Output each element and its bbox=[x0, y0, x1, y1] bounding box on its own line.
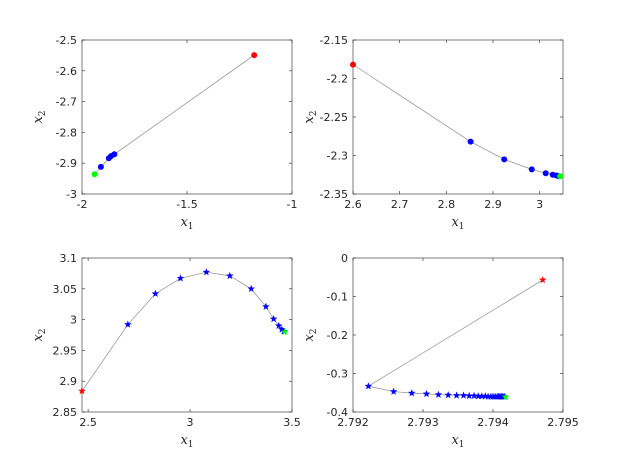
y-tick-label: -0.1 bbox=[327, 291, 348, 304]
end-point bbox=[91, 171, 98, 178]
x-tick-label: 2.793 bbox=[407, 416, 439, 429]
y-tick-label: 3 bbox=[70, 314, 77, 327]
iterate-point bbox=[364, 382, 373, 390]
y-axis-label: x2 bbox=[302, 110, 319, 123]
x-axis-label: x1 bbox=[451, 433, 464, 450]
y-tick-label: -2.9 bbox=[56, 157, 77, 170]
iterate-point bbox=[422, 389, 431, 398]
iterate-point bbox=[176, 274, 185, 282]
iterate-point bbox=[262, 302, 270, 310]
y-axis-label: x2 bbox=[302, 328, 319, 341]
iterate-point bbox=[459, 391, 468, 399]
iterate-point bbox=[105, 155, 112, 162]
end-point bbox=[281, 327, 289, 336]
y-tick-label: -0.2 bbox=[327, 329, 348, 342]
y-tick-label: 2.95 bbox=[53, 344, 78, 357]
iterate-point bbox=[225, 271, 234, 280]
y-tick-label: 2.9 bbox=[60, 375, 78, 388]
subplot-3: 2.5 3 3.5 2.85 2.9 2.95 3 3.05 3.1 x1 x2 bbox=[31, 252, 301, 450]
iterate-point bbox=[389, 387, 398, 395]
y-tick-label: -2.25 bbox=[320, 111, 348, 124]
iterate-point bbox=[501, 156, 508, 163]
iterate-point bbox=[467, 138, 474, 145]
x-tick-label: 2.9 bbox=[484, 198, 502, 211]
iterate-point bbox=[124, 320, 132, 328]
y-tick-label: -2.2 bbox=[327, 73, 348, 86]
iterate-point bbox=[542, 170, 549, 177]
iterate-point bbox=[444, 391, 453, 399]
axes-box bbox=[352, 257, 564, 413]
x-tick-label: 2.7 bbox=[391, 198, 409, 211]
axes-box bbox=[81, 39, 293, 195]
iterate-point bbox=[97, 163, 104, 170]
x-tick-label: 2.792 bbox=[337, 416, 369, 429]
start-point bbox=[78, 387, 86, 395]
iterate-point bbox=[269, 314, 278, 323]
iterate-point bbox=[452, 391, 461, 399]
x-tick-label: 2.6 bbox=[344, 198, 362, 211]
y-tick-label: -0.3 bbox=[327, 368, 348, 381]
x-axis-label: x1 bbox=[180, 433, 193, 450]
y-tick-label: 3.1 bbox=[60, 252, 78, 265]
y-tick-label: -2.3 bbox=[327, 150, 348, 163]
axes-box bbox=[81, 257, 293, 413]
iterate-point bbox=[434, 390, 443, 398]
y-axis-label: x2 bbox=[31, 110, 48, 123]
x-tick-label: -1.5 bbox=[176, 198, 197, 211]
x-tick-label: 2.795 bbox=[547, 416, 579, 429]
y-tick-label: 0 bbox=[341, 252, 348, 265]
y-tick-label: -3 bbox=[66, 188, 77, 201]
x-tick-label: 3 bbox=[536, 198, 543, 211]
x-tick-label: 2.8 bbox=[438, 198, 456, 211]
x-tick-label: -1 bbox=[287, 198, 298, 211]
iterate-point bbox=[470, 391, 478, 400]
x-tick-label: 2.5 bbox=[79, 416, 97, 429]
y-tick-label: -2.35 bbox=[320, 188, 348, 201]
x-tick-label: 3.5 bbox=[283, 416, 301, 429]
start-point bbox=[538, 275, 547, 284]
start-point bbox=[251, 52, 258, 59]
x-tick-label: 3 bbox=[187, 416, 194, 429]
iterate-point bbox=[528, 166, 535, 173]
iterate-point bbox=[247, 284, 256, 293]
subplot-2: 2.6 2.7 2.8 2.9 3 -2.35 -2.3 -2.25 -2.2 -2.15 x1 x2 bbox=[302, 34, 564, 232]
y-tick-label: 2.85 bbox=[53, 406, 78, 419]
x-tick-label: 2.794 bbox=[477, 416, 509, 429]
start-point bbox=[350, 61, 356, 68]
y-tick-label: -2.7 bbox=[56, 96, 77, 109]
iterate-point bbox=[202, 268, 211, 276]
iterate-point bbox=[274, 321, 283, 330]
x-tick-label: -2 bbox=[77, 198, 88, 211]
iterate-point bbox=[407, 389, 416, 397]
x-axis-label: x1 bbox=[180, 215, 193, 232]
y-tick-label: -2.8 bbox=[56, 126, 77, 139]
y-tick-label: -2.5 bbox=[56, 34, 77, 47]
y-tick-label: -2.15 bbox=[320, 34, 348, 47]
y-tick-label: -2.6 bbox=[56, 65, 77, 78]
y-axis-label: x2 bbox=[31, 328, 48, 341]
x-axis-label: x1 bbox=[451, 215, 464, 232]
subplot-4: 2.792 2.793 2.794 2.795 -0.4 -0.3 -0.2 -0.1 0 x1 x… bbox=[302, 252, 579, 450]
end-point bbox=[501, 392, 510, 401]
end-point bbox=[557, 173, 564, 180]
y-tick-label: 3.05 bbox=[53, 283, 78, 296]
iterate-point bbox=[151, 289, 160, 297]
y-tick-label: -0.4 bbox=[327, 406, 348, 419]
subplot-1: -2 -1.5 -1 -3 -2.9 -2.8 -2.7 -2.6 -2.5 x1 x2 bbox=[31, 34, 297, 232]
